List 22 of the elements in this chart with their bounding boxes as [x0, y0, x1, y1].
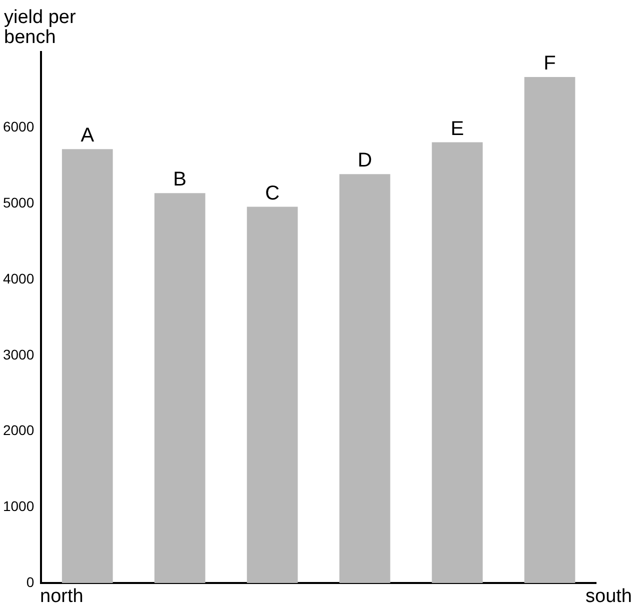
bar [246, 206, 298, 583]
bar [524, 77, 576, 583]
text: north [40, 586, 84, 608]
y-tick-label: 0 [26, 574, 34, 590]
bar [154, 193, 206, 583]
x-tick-label: A [80, 124, 95, 147]
x-tick-label: E [450, 118, 464, 140]
y-tick-label: 4000 [2, 270, 34, 286]
x-tick-label: F [544, 52, 556, 75]
bar [339, 174, 390, 583]
y-tick-label: 3000 [2, 346, 34, 362]
bar [62, 149, 113, 583]
y-tick-label: 2000 [2, 422, 34, 438]
text: south [586, 586, 632, 608]
x-tick-label: D [358, 150, 372, 172]
y-axis-title: yield per bench [4, 7, 77, 48]
y-tick-label: 1000 [2, 498, 34, 514]
x-tick-label: C [265, 182, 280, 204]
x-tick-label: B [173, 168, 187, 191]
y-tick-label: 5000 [2, 194, 34, 211]
y-tick-label: 6000 [2, 118, 34, 135]
bar [432, 142, 483, 583]
